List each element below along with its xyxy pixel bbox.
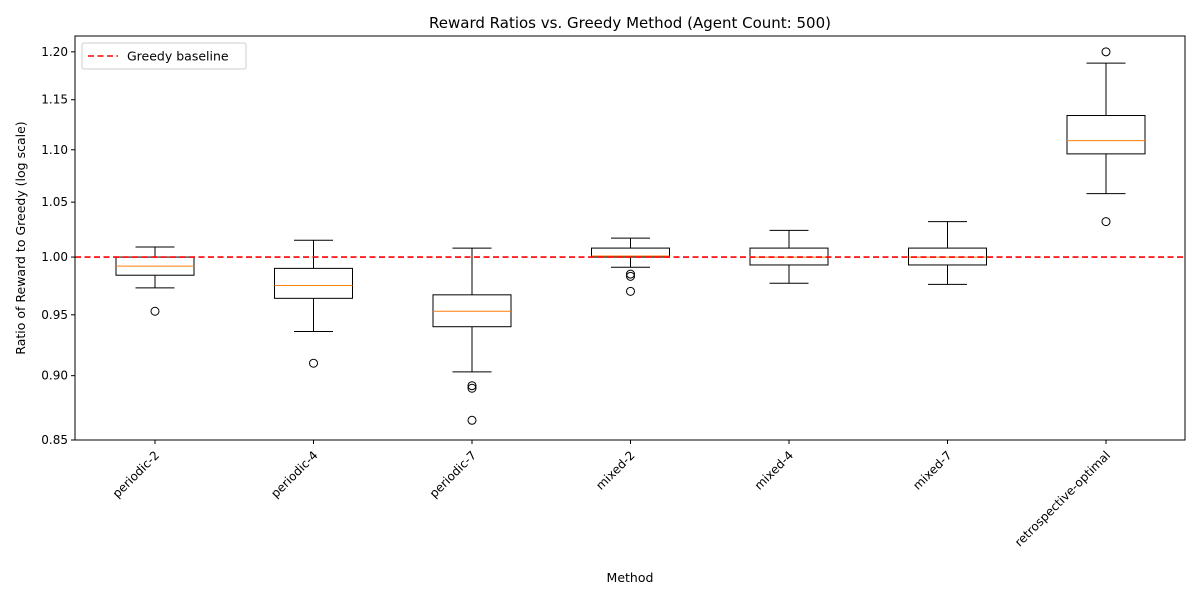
y-tick-label: 0.85 [41, 433, 68, 447]
legend: Greedy baseline [81, 42, 247, 70]
box-periodic-2 [115, 246, 195, 316]
iqr-box [274, 267, 353, 299]
outlier-point [309, 358, 318, 368]
x-tick-label: mixed-4 [752, 448, 796, 492]
iqr-box [908, 247, 987, 266]
y-tick-label: 1.00 [41, 250, 68, 264]
box-periodic-4 [274, 239, 353, 368]
plot-area: 0.85 0.90 0.95 1.00 1.05 1.10 1.15 1.20 periodic… [41, 45, 1185, 549]
x-tick-label: retrospective-optimal [1012, 448, 1113, 549]
y-tick-label: 1.15 [41, 93, 68, 107]
x-tick-label: periodic-7 [427, 448, 479, 500]
x-axis-label: Method [607, 570, 654, 585]
plot-frame [74, 35, 1186, 441]
chart-title: Reward Ratios vs. Greedy Method (Agent C… [429, 14, 831, 32]
outlier-point [626, 271, 635, 281]
outlier-point [467, 415, 477, 425]
y-axis-label: Ratio of Reward to Greedy (log scale) [13, 121, 28, 354]
y-tick-label: 0.95 [41, 308, 68, 322]
outlier-point [626, 286, 635, 296]
y-tick-label: 1.20 [41, 45, 68, 59]
x-tick-label: periodic-4 [268, 448, 320, 500]
box-periodic-7 [432, 247, 512, 425]
outlier-point [467, 383, 477, 393]
outlier-point [1101, 47, 1111, 57]
x-tick-label: mixed-7 [910, 448, 954, 492]
y-tick-label: 1.10 [41, 143, 68, 157]
outlier-point [626, 269, 635, 279]
y-tick-label: 1.05 [41, 195, 68, 209]
x-tick-label: periodic-2 [110, 448, 162, 500]
outlier-point [467, 381, 477, 391]
box-retrospective-optimal [1066, 47, 1146, 227]
box-mixed-2 [591, 237, 670, 296]
iqr-box [1066, 115, 1146, 155]
box-mixed-7 [908, 221, 987, 285]
legend-baseline-label: Greedy baseline [127, 49, 229, 64]
outlier-point [1101, 217, 1111, 227]
x-tick-label: mixed-2 [593, 448, 637, 492]
outlier-point [150, 306, 160, 316]
legend-box [81, 42, 247, 70]
y-tick-label: 0.90 [41, 369, 68, 383]
